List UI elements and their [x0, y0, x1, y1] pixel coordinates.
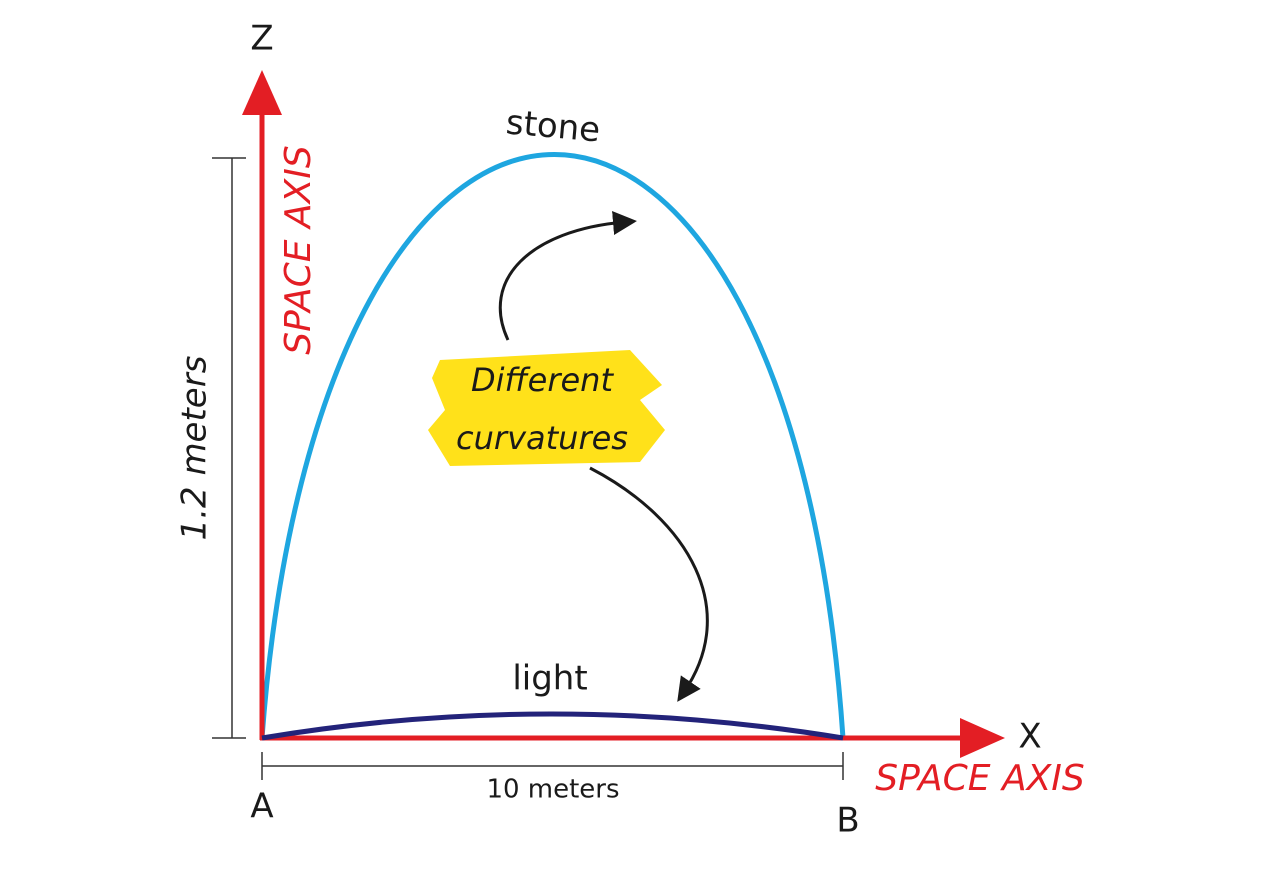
- point-b: B: [836, 801, 859, 841]
- arrow-up: [498, 211, 637, 341]
- height-label: 1.2 meters: [175, 356, 215, 541]
- x-label: X: [1018, 717, 1041, 757]
- stone-label: stone: [504, 102, 601, 150]
- annotation-line: curvatures: [456, 419, 628, 457]
- annotation-line: Different: [471, 361, 614, 399]
- stone-curve: [259, 152, 846, 739]
- point-a: A: [250, 787, 273, 827]
- arrow-down: [589, 466, 709, 702]
- z-label: Z: [250, 19, 273, 59]
- light-label: light: [512, 659, 587, 699]
- light-curve: [261, 711, 844, 741]
- dimension-lines: [212, 157, 844, 780]
- x-caption: SPACE AXIS: [875, 758, 1084, 799]
- width-label: 10 meters: [486, 775, 619, 805]
- highlight: [428, 350, 665, 466]
- z-caption: SPACE AXIS: [278, 145, 319, 354]
